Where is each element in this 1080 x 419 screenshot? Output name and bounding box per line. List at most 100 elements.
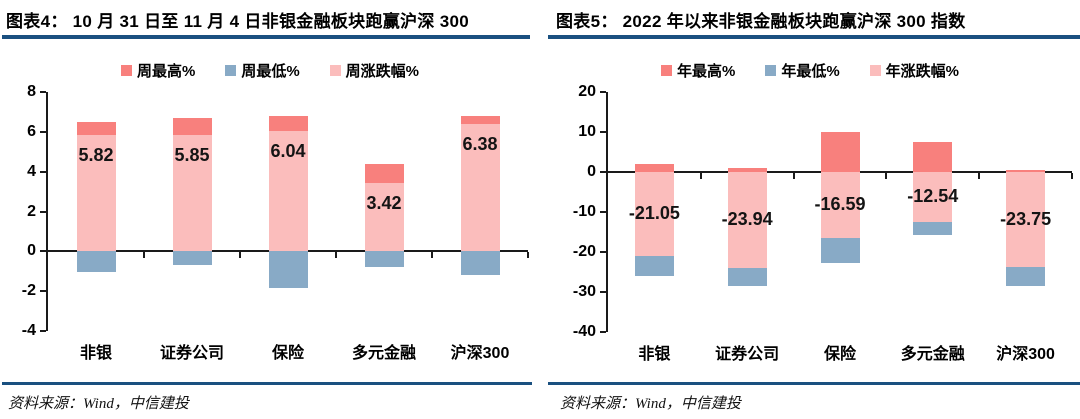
year-high-swatch-icon bbox=[660, 65, 672, 76]
y-tick-label: -4 bbox=[21, 322, 36, 339]
bar-segment-low bbox=[172, 251, 212, 266]
x-category-label: 多元金融 bbox=[900, 346, 965, 363]
legend-item-year-change: 年涨跌幅% bbox=[869, 60, 960, 81]
y-tick-label: -10 bbox=[572, 203, 596, 220]
figure5-chart: 20 10 0 -10 -20 -30 -40 -21.05 非银 -23.94 证券公司 -16.5… bbox=[540, 0, 1080, 370]
legend-item-year-low: 年最低% bbox=[765, 60, 840, 81]
data-label: -12.54 bbox=[907, 186, 959, 207]
y-tick-mark bbox=[40, 330, 46, 332]
y-tick-label: 0 bbox=[587, 163, 596, 180]
figure4-panel: 图表4： 10 月 31 日至 11 月 4 日非银金融板块跑赢沪深 300 周… bbox=[2, 12, 532, 412]
bar-segment-high bbox=[820, 132, 860, 172]
bar-segment-low bbox=[76, 251, 116, 273]
x-category-label: 沪深300 bbox=[450, 345, 510, 362]
bar-segment-change bbox=[727, 172, 767, 268]
y-tick-mark bbox=[40, 91, 46, 93]
y-tick-label: 4 bbox=[27, 162, 36, 180]
legend-item-week-high: 周最高% bbox=[120, 60, 196, 81]
bar-segment-low bbox=[460, 251, 500, 276]
y-tick-label: 20 bbox=[578, 83, 596, 100]
bar-segment-low bbox=[1006, 267, 1046, 287]
bar-segment-high bbox=[727, 168, 767, 172]
legend-label: 周最高% bbox=[136, 63, 196, 80]
y-tick-mark bbox=[40, 250, 46, 253]
bar-segment-change bbox=[172, 134, 212, 252]
legend-label: 年涨跌幅% bbox=[885, 63, 960, 80]
y-tick-label: -40 bbox=[572, 323, 596, 340]
y-tick-label: 6 bbox=[27, 122, 36, 140]
y-tick-label: 0 bbox=[27, 242, 36, 260]
bar-segment-high bbox=[913, 142, 953, 172]
x-category-label: 多元金融 bbox=[351, 345, 416, 362]
legend-item-year-high: 年最高% bbox=[660, 60, 736, 81]
data-label: 5.85 bbox=[174, 144, 210, 165]
figure5-source-divider bbox=[548, 382, 1080, 385]
bar-segment-change bbox=[634, 172, 674, 257]
week-high-swatch-icon bbox=[120, 65, 132, 76]
y-tick-mark bbox=[600, 91, 606, 93]
x-tick-mark bbox=[431, 252, 433, 259]
x-category-label: 保险 bbox=[271, 345, 304, 362]
bar-segment-low bbox=[364, 251, 404, 268]
y-tick-mark bbox=[600, 171, 606, 173]
legend-label: 年最高% bbox=[676, 63, 736, 80]
bar-segment-high bbox=[172, 117, 212, 135]
x-tick-mark bbox=[978, 173, 981, 179]
figure5-title: 图表5： 2022 年以来非银金融板块跑赢沪深 300 指数 bbox=[556, 12, 966, 31]
legend-item-week-low: 周最低% bbox=[225, 60, 300, 81]
y-tick-label: 8 bbox=[27, 83, 36, 100]
data-label: -23.94 bbox=[721, 208, 773, 229]
legend-label: 周涨跌幅% bbox=[345, 63, 420, 80]
bar-segment-low bbox=[820, 238, 860, 264]
bar-segment-high bbox=[460, 115, 500, 125]
x-category-label: 保险 bbox=[823, 346, 856, 363]
bar-segment-change bbox=[913, 172, 953, 223]
x-category-label: 证券公司 bbox=[159, 345, 224, 362]
x-category-label: 非银 bbox=[638, 346, 671, 363]
y-tick-mark bbox=[40, 290, 46, 293]
figure5-panel: 图表5： 2022 年以来非银金融板块跑赢沪深 300 指数 年最高% 年最低%… bbox=[540, 0, 1080, 419]
data-label: -16.59 bbox=[814, 194, 866, 215]
bar-segment-low bbox=[634, 256, 674, 276]
data-label: 3.42 bbox=[366, 193, 402, 214]
bar-segment-high bbox=[364, 163, 404, 184]
legend-item-week-change: 周涨跌幅% bbox=[329, 60, 420, 81]
x-tick-mark bbox=[885, 173, 888, 179]
x-tick-mark bbox=[699, 173, 702, 179]
x-tick-mark bbox=[335, 252, 337, 259]
bar-segment-change bbox=[364, 183, 404, 252]
y-tick-mark bbox=[600, 131, 606, 133]
week-change-swatch-icon bbox=[329, 65, 341, 76]
x-tick-mark bbox=[527, 252, 529, 259]
bar-segment-change bbox=[1006, 172, 1046, 267]
y-tick-label: -20 bbox=[572, 243, 596, 260]
figure4-source: 资料来源：Wind，中信建投 bbox=[8, 396, 189, 412]
x-tick-mark bbox=[792, 173, 795, 179]
bar-segment-low bbox=[913, 222, 953, 236]
figure4-source-divider bbox=[2, 382, 532, 385]
figure4-title: 图表4： 10 月 31 日至 11 月 4 日非银金融板块跑赢沪深 300 bbox=[6, 12, 469, 31]
year-low-swatch-icon bbox=[765, 65, 777, 76]
figure5-title-divider bbox=[548, 35, 1080, 39]
legend-label: 年最低% bbox=[781, 63, 840, 80]
bar-segment-change bbox=[76, 135, 116, 252]
y-tick-label: -30 bbox=[572, 283, 596, 300]
data-label: -21.05 bbox=[628, 203, 680, 224]
x-tick-mark bbox=[1071, 173, 1073, 179]
y-tick-label: -2 bbox=[21, 282, 36, 300]
bar-segment-change bbox=[460, 124, 500, 252]
x-tick-mark bbox=[239, 252, 241, 259]
y-tick-mark bbox=[40, 130, 46, 133]
y-axis-line bbox=[606, 92, 608, 332]
bar-segment-low bbox=[268, 251, 308, 289]
y-tick-label: 10 bbox=[578, 123, 596, 140]
data-label: 6.04 bbox=[270, 141, 306, 162]
figure5-source: 资料来源：Wind，中信建投 bbox=[560, 396, 741, 412]
y-axis-line bbox=[46, 92, 48, 331]
x-category-label: 非银 bbox=[79, 345, 112, 362]
week-low-swatch-icon bbox=[225, 65, 237, 76]
data-label: 5.82 bbox=[78, 145, 114, 166]
bar-segment-high bbox=[634, 164, 674, 172]
x-category-label: 证券公司 bbox=[715, 346, 780, 363]
